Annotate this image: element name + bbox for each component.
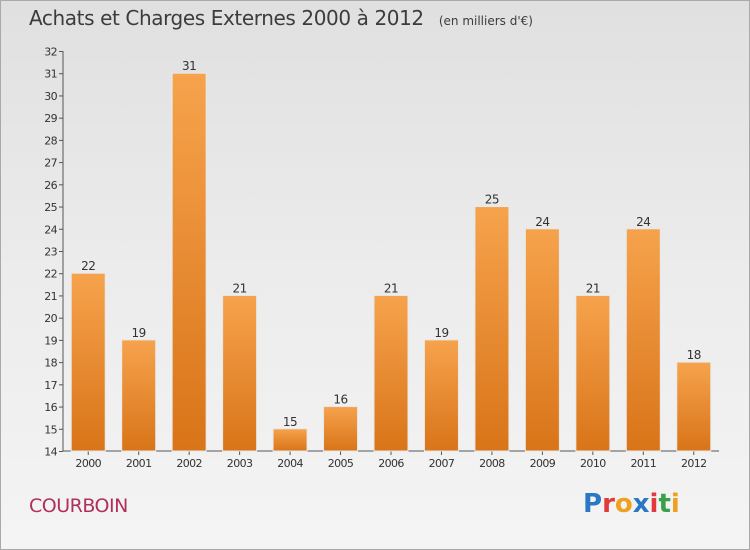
x-tick-label: 2005 bbox=[328, 457, 354, 470]
x-tick-label: 2010 bbox=[580, 457, 606, 470]
y-tick-label: 21 bbox=[44, 290, 57, 303]
chart-axes: 14 15 16 17 18 19 20 21 22 23 24 25 26 27 28 29 30 31 32 20… bbox=[44, 46, 719, 470]
x-tick-label: 2008 bbox=[479, 457, 505, 470]
y-tick-label: 27 bbox=[44, 157, 57, 170]
y-tick-label: 24 bbox=[44, 223, 57, 236]
bar-value-label: 21 bbox=[384, 281, 398, 295]
y-tick-label: 25 bbox=[44, 201, 57, 214]
chart-bars bbox=[70, 72, 712, 452]
x-tick-label: 2001 bbox=[126, 457, 152, 470]
y-tick-label: 30 bbox=[44, 90, 57, 103]
bar bbox=[423, 339, 459, 452]
x-tick-label: 2011 bbox=[631, 457, 657, 470]
y-tick-label: 32 bbox=[44, 46, 57, 59]
bar-value-label: 16 bbox=[333, 393, 347, 407]
bar-value-label: 24 bbox=[535, 215, 549, 229]
logo-letter: i bbox=[649, 489, 659, 519]
y-tick-label: 17 bbox=[44, 379, 57, 392]
chart-subtitle: (en milliers d'€) bbox=[438, 14, 533, 28]
bar bbox=[625, 228, 661, 452]
x-tick-label: 2012 bbox=[681, 457, 707, 470]
bar-value-label: 19 bbox=[434, 326, 448, 340]
x-tick-label: 2004 bbox=[277, 457, 303, 470]
logo-letter: o bbox=[614, 489, 633, 519]
chart-data-labels: 22 19 31 21 15 16 21 19 25 24 21 24 18 bbox=[81, 59, 701, 429]
y-tick-label: 19 bbox=[44, 334, 57, 347]
x-tick-label: 2009 bbox=[530, 457, 556, 470]
bar-value-label: 24 bbox=[636, 215, 650, 229]
x-tick-label: 2002 bbox=[176, 457, 202, 470]
logo-letter: x bbox=[632, 489, 650, 519]
y-tick-label: 20 bbox=[44, 312, 57, 325]
bar bbox=[323, 406, 359, 452]
y-tick-label: 16 bbox=[44, 401, 57, 414]
logo-letter: i bbox=[670, 489, 680, 519]
y-tick-label: 28 bbox=[44, 134, 57, 147]
bar bbox=[272, 428, 308, 452]
bar bbox=[676, 361, 712, 452]
y-tick-label: 15 bbox=[44, 423, 57, 436]
y-tick-label: 22 bbox=[44, 268, 57, 281]
bar-value-label: 21 bbox=[232, 281, 246, 295]
commune-name: COURBOIN bbox=[29, 495, 128, 517]
y-tick-label: 31 bbox=[44, 68, 57, 81]
proxiti-logo: Proxiti bbox=[583, 489, 680, 519]
y-tick-label: 23 bbox=[44, 246, 57, 259]
bar bbox=[121, 339, 157, 452]
bar-value-label: 19 bbox=[132, 326, 146, 340]
bar-value-label: 21 bbox=[586, 281, 600, 295]
logo-letter: r bbox=[602, 489, 615, 519]
bar-value-label: 25 bbox=[485, 193, 499, 207]
bar-value-label: 15 bbox=[283, 415, 297, 429]
x-tick-label: 2007 bbox=[429, 457, 455, 470]
bar bbox=[70, 272, 106, 452]
y-tick-label: 29 bbox=[44, 112, 57, 125]
bar bbox=[524, 228, 560, 452]
y-tick-label: 26 bbox=[44, 179, 57, 192]
logo-letter: t bbox=[658, 489, 671, 519]
bar bbox=[575, 294, 611, 452]
bar-value-label: 31 bbox=[182, 59, 196, 73]
chart-title: Achats et Charges Externes 2000 à 2012 bbox=[29, 6, 424, 30]
bar-value-label: 22 bbox=[81, 259, 95, 273]
bar bbox=[474, 206, 510, 452]
bar bbox=[171, 72, 207, 452]
bar-value-label: 18 bbox=[687, 348, 701, 362]
bar bbox=[373, 294, 409, 452]
x-tick-label: 2003 bbox=[227, 457, 253, 470]
title-row: Achats et Charges Externes 2000 à 2012 (… bbox=[29, 6, 533, 30]
x-tick-label: 2000 bbox=[75, 457, 101, 470]
bar bbox=[222, 294, 258, 452]
x-tick-label: 2006 bbox=[378, 457, 404, 470]
logo-letter: P bbox=[583, 489, 603, 519]
y-tick-label: 18 bbox=[44, 357, 57, 370]
y-tick-label: 14 bbox=[44, 446, 57, 459]
